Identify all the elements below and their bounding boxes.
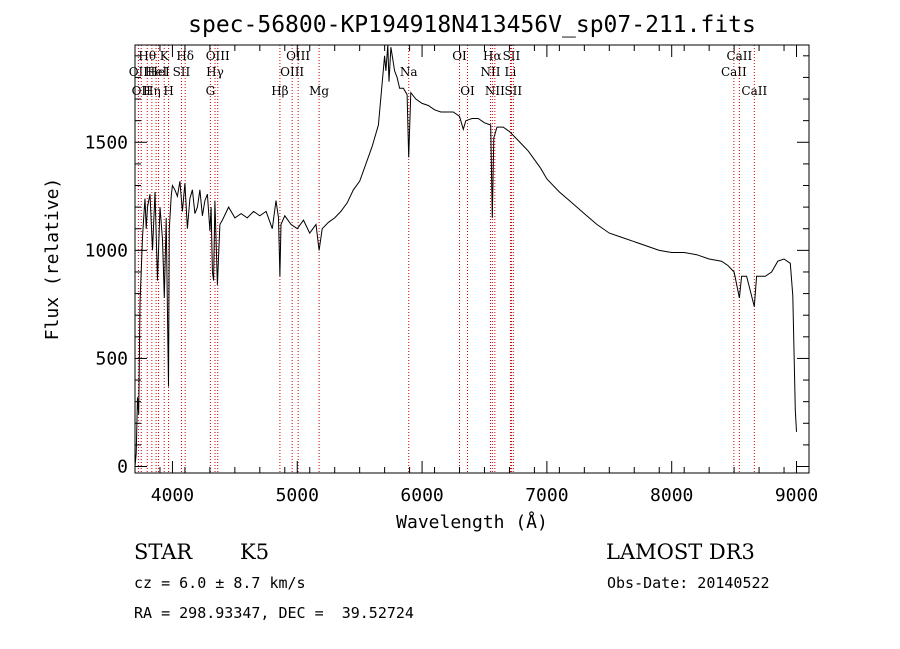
survey-name: LAMOST DR3: [606, 540, 755, 564]
line-label: Hθ: [138, 49, 156, 63]
line-label: CaII: [721, 65, 747, 79]
y-axis-label: Flux (relative): [42, 178, 63, 341]
x-tick-label: 9000: [775, 485, 818, 506]
line-label: H: [163, 84, 173, 98]
spectral-line-markers: OIIOIIHθHηHeIHeIKHSIIHδGHγOIIIHβOIIIOIII…: [129, 45, 767, 473]
chart-title: spec-56800-KP194918N413456V_sp07-211.fit…: [188, 12, 756, 38]
y-tick-label: 1000: [85, 240, 128, 261]
series-layer: [134, 44, 797, 467]
line-label: OII: [129, 65, 149, 79]
x-tick-label: 7000: [525, 485, 568, 506]
line-label: K: [160, 49, 170, 63]
line-label: Li: [505, 65, 517, 79]
line-label: OIII: [206, 49, 230, 63]
line-label: Hη: [143, 84, 161, 98]
line-label: OIII: [280, 65, 304, 79]
line-label: SII: [503, 49, 521, 63]
subclass: K5: [240, 540, 270, 564]
line-label: OIII: [286, 49, 310, 63]
line-label: CaII: [741, 84, 767, 98]
line-label: Hα: [483, 49, 502, 63]
line-label: HeI: [145, 65, 168, 79]
line-label: Hβ: [271, 84, 288, 98]
coordinates: RA = 298.93347, DEC = 39.52724: [134, 604, 414, 622]
y-tick-label: 1500: [85, 132, 128, 153]
line-label: Hδ: [176, 49, 194, 63]
spectrum-series-line: [134, 44, 797, 467]
line-label: OI: [452, 49, 467, 63]
x-tick-label: 8000: [650, 485, 693, 506]
x-axis-ticks: 4000 5000 6000 7000 8000 9000: [134, 45, 818, 506]
y-tick-label: 0: [117, 457, 128, 478]
y-tick-label: 500: [95, 348, 128, 369]
x-axis-label: Wavelength (Å): [396, 511, 548, 533]
line-label: Mg: [309, 84, 329, 98]
x-tick-label: 4000: [151, 485, 194, 506]
x-tick-label: 5000: [276, 485, 319, 506]
line-label: SII: [504, 84, 522, 98]
line-label: Na: [400, 65, 418, 79]
line-label: SII: [173, 65, 191, 79]
line-label: OI: [460, 84, 475, 98]
redshift-value: cz = 6.0 ± 8.7 km/s: [134, 574, 306, 592]
object-class: STAR: [134, 540, 193, 564]
x-tick-label: 6000: [400, 485, 443, 506]
line-label: HeI: [147, 65, 170, 79]
plot-frame: [134, 44, 810, 474]
line-label: NII: [480, 65, 500, 79]
line-label: Hγ: [206, 65, 224, 79]
line-label: CaII: [726, 49, 752, 63]
line-label: NII: [485, 84, 505, 98]
line-label: G: [206, 84, 216, 98]
obs-date: Obs-Date: 20140522: [607, 574, 770, 592]
line-label: OII: [132, 84, 152, 98]
y-axis-ticks: 0 500 1000 1500: [85, 55, 809, 478]
